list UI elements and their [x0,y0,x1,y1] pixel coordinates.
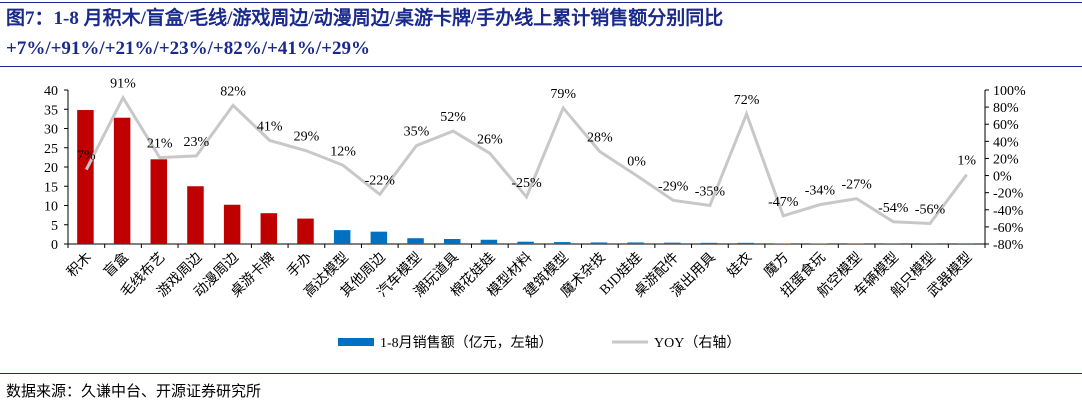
yoy-data-label: -29% [658,179,689,194]
yoy-data-label: 7% [77,149,96,164]
title-rule [0,66,1082,67]
right-tick-label: -20% [993,187,1024,202]
right-tick-label: -60% [993,221,1024,236]
bar [297,218,314,244]
yoy-data-label: 52% [440,110,466,125]
yoy-data-label: -22% [365,173,396,188]
left-tick-label: 5 [51,219,58,234]
bar [700,242,718,244]
bar [774,243,791,244]
yoy-data-label: -47% [768,195,799,210]
yoy-data-label: -27% [841,178,872,193]
title-line-1: 图7：1-8 月积木/盲盒/毛线/游戏周边/动漫周边/桌游卡牌/手办线上累计销售… [6,8,724,29]
bottom-rule [0,373,1082,374]
left-tick-label: 20 [44,161,58,176]
bar [77,110,94,245]
bar [664,242,681,244]
right-tick-label: 60% [993,118,1019,133]
right-tick-label: -40% [993,204,1024,219]
yoy-data-label: 0% [627,155,646,170]
right-tick-label: 40% [993,135,1019,150]
yoy-data-label: 79% [550,87,576,102]
right-tick-label: 100% [993,84,1026,99]
left-tick-label: 35 [44,103,58,118]
yoy-data-label: 12% [330,144,356,159]
left-tick-label: 30 [44,123,58,138]
yoy-data-label: -35% [695,185,726,200]
right-tick-label: 80% [993,101,1019,116]
yoy-data-label: 21% [147,137,173,152]
x-tick-label: 魔方 [761,250,792,281]
bar [150,159,168,244]
bar [443,238,461,244]
bar [333,230,351,244]
yoy-data-label: -56% [915,202,946,217]
x-tick-label: 积木 [64,250,95,281]
left-tick-label: 40 [44,84,58,99]
yoy-data-label: 26% [477,132,503,147]
yoy-data-label: 91% [110,77,136,92]
left-tick-label: 25 [44,142,58,157]
left-tick-label: 15 [44,180,58,195]
bar [223,204,241,244]
bar [370,231,388,244]
source-note: 数据来源：久谦中台、开源证券研究所 [6,382,262,400]
left-tick-label: 10 [44,200,58,215]
yoy-data-label: 1% [957,154,976,169]
bar [517,241,534,244]
yoy-data-label: 72% [734,93,760,108]
bar [627,242,644,244]
x-tick-label: 盲盒 [100,249,132,281]
yoy-line [85,94,968,226]
title-line-2: +7%/+91%/+21%/+23%/+82%/+41%/+29% [6,38,370,59]
top-rule [0,2,1082,3]
yoy-data-label: 23% [184,135,210,150]
bar [407,238,424,244]
yoy-data-label: -25% [511,176,542,191]
x-tick-label: 娃衣 [724,250,755,281]
yoy-data-label: 35% [404,125,430,140]
bar [260,213,278,244]
yoy-data-label: 29% [294,130,320,145]
bar [554,242,571,244]
left-tick-label: 0 [51,238,58,253]
yoy-data-label: 28% [587,131,613,146]
legend-bar-label: 1-8月销售额（亿元，左轴） [380,335,553,351]
yoy-data-label: 82% [220,84,246,99]
legend-bar-swatch [338,338,374,346]
chart-title: 图7：1-8 月积木/盲盒/毛线/游戏周边/动漫周边/桌游卡牌/手办线上累计销售… [6,4,723,64]
yoy-data-label: 41% [257,119,283,134]
bar [187,186,204,244]
x-tick-label: 手办 [284,250,315,281]
legend-line-label: YOY（右轴） [654,335,740,351]
yoy-data-label: -34% [805,184,836,199]
bar [737,242,754,244]
bar [590,242,608,244]
yoy-data-label: -54% [878,201,909,216]
bar [113,117,131,244]
right-tick-label: -80% [993,238,1024,253]
right-tick-label: 20% [993,152,1019,167]
right-tick-label: 0% [993,170,1012,185]
bar [480,239,498,244]
